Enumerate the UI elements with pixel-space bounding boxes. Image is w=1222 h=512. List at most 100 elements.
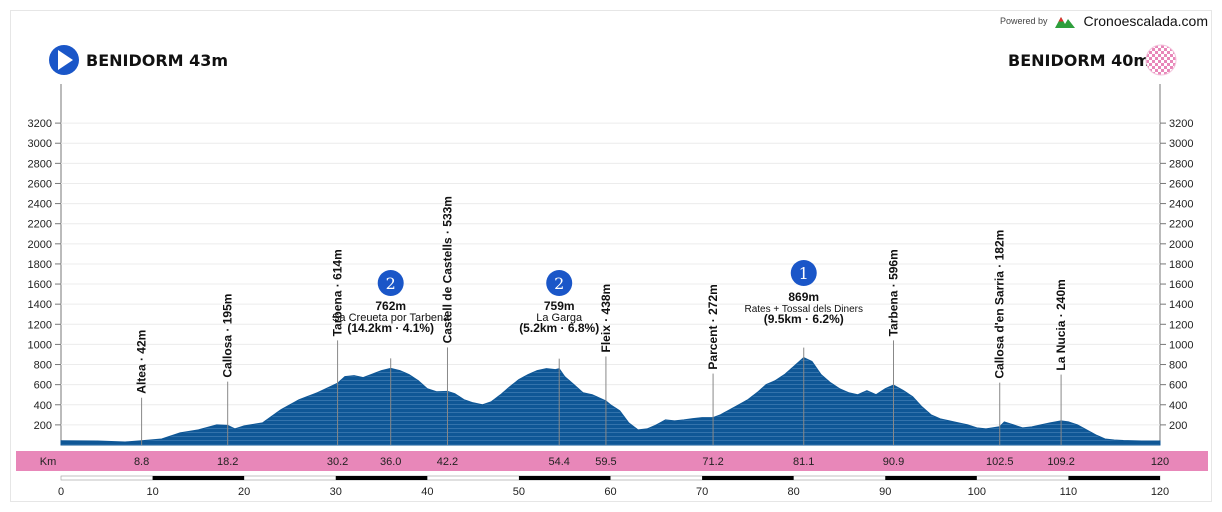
y-tick-label-left: 400: [34, 400, 52, 412]
km-mark-label: 42.2: [437, 456, 458, 468]
start-play-icon: [58, 50, 73, 70]
y-tick-label-left: 1800: [28, 259, 52, 271]
climb-stats: (5.2km · 6.8%): [519, 321, 599, 335]
y-tick-label-right: 1600: [1169, 279, 1193, 291]
y-tick-label-left: 2800: [28, 158, 52, 170]
climb-name: Rates + Tossal dels Diners: [744, 304, 862, 315]
y-tick-label-left: 1200: [28, 319, 52, 331]
scale-bar-segment: [702, 476, 794, 480]
place-label: Castell de Castells · 533m: [440, 196, 454, 343]
km-axis-title: Km: [40, 456, 57, 468]
y-tick-label-right: 2600: [1169, 178, 1193, 190]
elevation-profile-area: [60, 357, 1161, 446]
km-mark-label: 36.0: [380, 456, 401, 468]
km-mark-label: 54.4: [549, 456, 570, 468]
km-mark-label: 109.2: [1047, 456, 1075, 468]
y-tick-label-right: 2400: [1169, 199, 1193, 211]
finish-checkered-icon: [1145, 44, 1177, 76]
y-tick-label-right: 600: [1169, 380, 1187, 392]
start-label: BENIDORM 43m: [86, 51, 229, 70]
place-label: La Nucia · 240m: [1054, 279, 1068, 370]
y-tick-label-right: 1200: [1169, 319, 1193, 331]
x-tick-label: 20: [238, 486, 250, 498]
scale-bar-segment: [152, 476, 245, 480]
y-tick-label-right: 200: [1169, 420, 1187, 432]
y-tick-label-right: 3000: [1169, 138, 1193, 150]
y-tick-label-left: 2000: [28, 239, 52, 251]
scale-bar-segment: [1068, 476, 1160, 480]
km-band: [16, 451, 1208, 471]
place-label: Parcent · 272m: [706, 284, 720, 369]
km-mark-label: 18.2: [217, 456, 238, 468]
climb-altitude: 759m: [544, 299, 575, 313]
km-mark-label: 59.5: [595, 456, 616, 468]
y-tick-label-left: 3200: [28, 118, 52, 130]
mountain-logo-icon: [1055, 16, 1076, 28]
place-label: Callosa d'en Sarria · 182m: [993, 230, 1007, 379]
y-tick-label-left: 2600: [28, 178, 52, 190]
climb-category-label: 1: [799, 264, 809, 283]
x-tick-label: 50: [513, 486, 525, 498]
climb-category-badge: [790, 260, 817, 286]
y-tick-label-right: 2000: [1169, 239, 1193, 251]
scale-bar-segment: [335, 476, 428, 480]
place-label: Callosa · 195m: [221, 294, 235, 378]
x-tick-label: 10: [146, 486, 158, 498]
km-mark-label: 71.2: [702, 456, 723, 468]
climb-altitude: 869m: [788, 290, 819, 304]
powered-by: Powered by Cronoescalada.com: [1000, 13, 1208, 29]
km-mark-label: 90.9: [883, 456, 904, 468]
x-tick-label: 90: [879, 486, 891, 498]
x-tick-label: 100: [968, 486, 986, 498]
x-tick-label: 120: [1151, 486, 1169, 498]
y-tick-label-left: 1400: [28, 299, 52, 311]
place-label: Altea · 42m: [135, 330, 149, 394]
y-tick-label-right: 800: [1169, 360, 1187, 372]
x-tick-label: 110: [1060, 486, 1078, 498]
climb-name: La Garga: [536, 312, 583, 324]
climb-name: Sa Creueta por Tarbena: [332, 312, 450, 324]
y-tick-label-right: 2800: [1169, 158, 1193, 170]
scale-bar-segment: [518, 476, 611, 480]
y-tick-label-right: 1800: [1169, 259, 1193, 271]
y-tick-label-left: 1000: [28, 339, 52, 351]
y-tick-label-right: 1400: [1169, 299, 1193, 311]
km-mark-label: 120: [1151, 456, 1169, 468]
climb-altitude: 762m: [375, 299, 406, 313]
scale-bar-segment: [885, 476, 977, 480]
y-tick-label-left: 600: [34, 380, 52, 392]
x-tick-label: 80: [788, 486, 800, 498]
climb-category-label: 2: [386, 274, 396, 293]
chart-frame: [10, 10, 1212, 502]
y-tick-label-right: 3200: [1169, 118, 1193, 130]
climb-category-badge: [546, 270, 573, 296]
x-tick-label: 70: [696, 486, 708, 498]
y-tick-label-left: 800: [34, 360, 52, 372]
y-tick-label-left: 2200: [28, 219, 52, 231]
y-tick-label-left: 2400: [28, 199, 52, 211]
finish-label: BENIDORM 40m: [1008, 51, 1151, 70]
x-tick-label: 0: [58, 486, 64, 498]
y-tick-label-right: 2200: [1169, 219, 1193, 231]
km-mark-label: 81.1: [793, 456, 814, 468]
y-tick-label-left: 3000: [28, 138, 52, 150]
x-tick-label: 60: [604, 486, 616, 498]
y-tick-label-right: 1000: [1169, 339, 1193, 351]
km-mark-label: 8.8: [134, 456, 149, 468]
climb-category-label: 2: [554, 274, 564, 293]
brand-name[interactable]: Cronoescalada.com: [1083, 13, 1208, 29]
climb-stats: (9.5km · 6.2%): [764, 312, 844, 326]
y-tick-label-right: 400: [1169, 400, 1187, 412]
y-tick-label-left: 200: [34, 420, 52, 432]
km-mark-label: 30.2: [327, 456, 348, 468]
place-label: Fleix · 438m: [599, 284, 613, 353]
climb-category-badge: [377, 270, 404, 296]
place-label: Tarbena · 614m: [331, 249, 345, 336]
climb-stats: (14.2km · 4.1%): [347, 321, 434, 335]
y-tick-label-left: 1600: [28, 279, 52, 291]
powered-by-label: Powered by: [999, 16, 1048, 26]
x-tick-label: 30: [330, 486, 342, 498]
place-label: Tarbena · 596m: [886, 249, 900, 336]
